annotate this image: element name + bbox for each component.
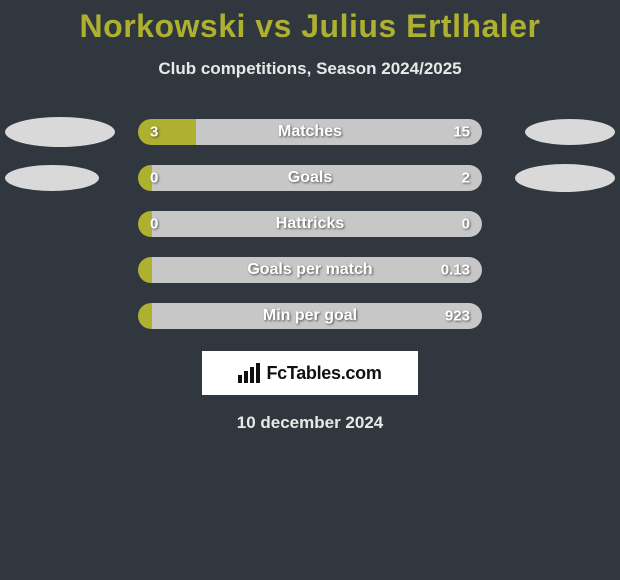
metric-label: Goals per match — [247, 261, 372, 279]
right-value: 0.13 — [441, 262, 470, 279]
right-value: 15 — [453, 124, 470, 141]
stat-row: 0.13 Goals per match — [0, 247, 620, 293]
left-value: 3 — [150, 124, 158, 141]
bar-left-segment — [138, 257, 152, 283]
side-marker-right — [525, 119, 615, 145]
date-line: 10 december 2024 — [0, 413, 620, 433]
stat-row: 0 0 Hattricks — [0, 201, 620, 247]
brand-text: FcTables.com — [266, 363, 381, 384]
metric-label: Goals — [288, 169, 332, 187]
side-marker-right — [515, 164, 615, 192]
right-value: 923 — [445, 308, 470, 325]
bar-chart-icon — [238, 363, 262, 383]
metric-label: Min per goal — [263, 307, 357, 325]
comparison-chart: 3 15 Matches 0 2 Goals 0 0 Hattricks 0.13 Goals pe… — [0, 109, 620, 339]
stat-row: 0 2 Goals — [0, 155, 620, 201]
right-value: 0 — [462, 216, 470, 233]
metric-label: Matches — [278, 123, 342, 141]
brand-badge: FcTables.com — [202, 351, 418, 395]
left-value: 0 — [150, 216, 158, 233]
side-marker-left — [5, 165, 99, 191]
bar-left-segment — [138, 119, 196, 145]
stat-row: 923 Min per goal — [0, 293, 620, 339]
page-title: Norkowski vs Julius Ertlhaler — [0, 0, 620, 45]
left-value: 0 — [150, 170, 158, 187]
bar-left-segment — [138, 303, 152, 329]
stat-row: 3 15 Matches — [0, 109, 620, 155]
right-value: 2 — [462, 170, 470, 187]
side-marker-left — [5, 117, 115, 147]
metric-label: Hattricks — [276, 215, 344, 233]
subtitle: Club competitions, Season 2024/2025 — [0, 59, 620, 79]
